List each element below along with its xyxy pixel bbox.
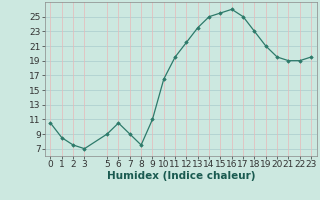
X-axis label: Humidex (Indice chaleur): Humidex (Indice chaleur) [107,171,255,181]
